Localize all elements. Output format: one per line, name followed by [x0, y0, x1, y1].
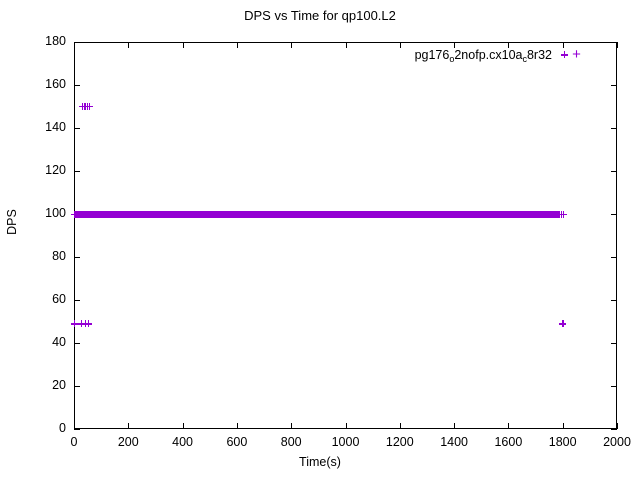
- x-tick-mark: [508, 423, 510, 429]
- x-tick-mark: [562, 423, 564, 429]
- chart-title: DPS vs Time for qp100.L2: [244, 8, 396, 23]
- x-tick-mark-top: [508, 42, 510, 48]
- y-tick-mark: [74, 257, 80, 258]
- y-tick-mark-right: [611, 429, 617, 430]
- y-axis-label: DPS: [5, 209, 19, 235]
- y-tick-label: 0: [59, 421, 66, 435]
- plot-area: [74, 42, 617, 429]
- y-tick-label: 100: [45, 206, 66, 220]
- y-tick-label: 40: [52, 335, 66, 349]
- x-tick-mark-top: [454, 42, 456, 48]
- y-tick-mark-right: [611, 300, 617, 301]
- x-axis-label: Time(s): [299, 455, 341, 469]
- y-tick-mark-right: [611, 85, 617, 86]
- legend-subscript-2: c: [522, 54, 527, 64]
- y-tick-mark-right: [611, 214, 617, 215]
- x-tick-mark-top: [399, 42, 401, 48]
- y-tick-mark-right: [611, 343, 617, 344]
- y-tick-label: 180: [45, 34, 66, 48]
- x-tick-label: 1000: [331, 435, 360, 449]
- y-tick-label: 140: [45, 120, 66, 134]
- x-tick-mark: [617, 423, 618, 429]
- x-tick-mark-top: [345, 42, 347, 48]
- x-tick-mark-top: [617, 42, 618, 48]
- y-tick-mark-right: [611, 128, 617, 129]
- x-tick-label: 1800: [548, 435, 577, 449]
- x-tick-label: 1200: [385, 435, 414, 449]
- legend-marker-plus: +: [572, 46, 581, 63]
- x-tick-mark: [291, 423, 293, 429]
- x-tick-label: 0: [70, 435, 78, 449]
- dense-data-band: [74, 211, 560, 218]
- x-tick-label: 400: [172, 435, 194, 449]
- y-tick-mark: [74, 300, 80, 301]
- x-tick-label: 2000: [603, 435, 631, 449]
- y-tick-label: 80: [52, 249, 66, 263]
- y-tick-mark: [74, 343, 80, 344]
- legend-subscript-1: o: [449, 54, 455, 64]
- x-tick-mark: [454, 423, 456, 429]
- y-tick-mark: [74, 128, 80, 129]
- y-tick-label: 160: [45, 77, 66, 91]
- y-tick-mark: [74, 386, 80, 387]
- y-tick-mark: [74, 429, 80, 430]
- legend-part-3: 8r32: [526, 48, 552, 62]
- y-tick-mark-right: [611, 171, 617, 172]
- x-tick-mark: [399, 423, 401, 429]
- legend-part-2: 2nofp.cx10a: [454, 48, 523, 62]
- x-tick-mark: [74, 423, 75, 429]
- x-tick-label: 1400: [440, 435, 468, 449]
- plot-frame: [74, 42, 617, 429]
- x-tick-label: 800: [280, 435, 302, 449]
- x-tick-mark: [182, 423, 184, 429]
- x-tick-mark: [128, 423, 130, 429]
- y-tick-mark: [74, 85, 80, 86]
- x-tick-mark-top: [236, 42, 238, 48]
- x-tick-mark-top: [291, 42, 293, 48]
- y-tick-label: 60: [52, 292, 66, 306]
- y-tick-mark: [74, 42, 80, 43]
- legend-part-1: pg176: [414, 48, 450, 62]
- x-tick-label: 600: [226, 435, 248, 449]
- x-tick-mark-top: [74, 42, 75, 48]
- x-tick-mark-top: [182, 42, 184, 48]
- y-tick-label: 120: [45, 163, 66, 177]
- x-tick-mark: [236, 423, 238, 429]
- x-tick-mark: [345, 423, 347, 429]
- legend-entry-label: pg176o2nofp.cx10ac8r32: [414, 48, 552, 64]
- x-tick-mark-top: [562, 42, 564, 48]
- x-tick-label: 200: [117, 435, 139, 449]
- y-tick-mark-right: [611, 257, 617, 258]
- x-tick-label: 1600: [494, 435, 523, 449]
- y-tick-mark-right: [611, 386, 617, 387]
- y-tick-label: 20: [52, 378, 66, 392]
- x-tick-mark-top: [128, 42, 130, 48]
- y-tick-mark: [74, 171, 80, 172]
- y-tick-mark-right: [611, 42, 617, 43]
